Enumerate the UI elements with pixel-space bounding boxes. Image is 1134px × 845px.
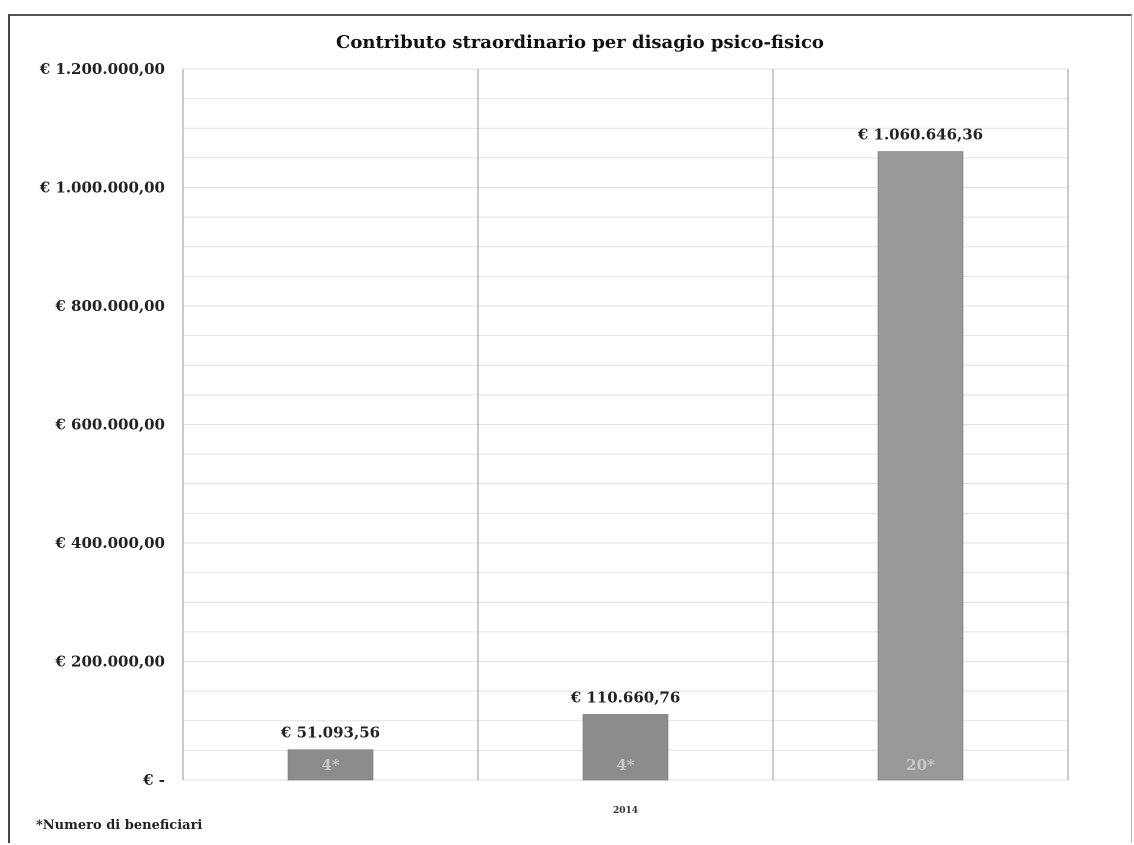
data-labels: € 51.093,56 4* € 110.660,76 4* € 1.060.646,3… [280, 126, 983, 774]
y-tick-label: € 200.000,00 [54, 653, 165, 671]
footnote: *Numero di beneficiari [36, 818, 203, 833]
chart-title: Contributo straordinario per disagio psi… [336, 32, 824, 53]
data-label: € 1.060.646,36 [857, 126, 983, 144]
y-axis-ticks: € - € 200.000,00 € 400.000,00 € 600.000,00 €… [39, 60, 165, 789]
y-tick-label: € 600.000,00 [54, 416, 165, 434]
bar [877, 151, 964, 781]
y-tick-label: € 400.000,00 [54, 534, 165, 552]
data-label: € 51.093,56 [280, 724, 380, 742]
y-tick-label: € 1.200.000,00 [39, 60, 165, 78]
y-tick-label: € - [142, 771, 165, 789]
chart-frame [8, 14, 1132, 843]
y-tick-label: € 800.000,00 [54, 297, 165, 315]
x-axis-ticks: 2014 [613, 806, 638, 816]
beneficiaries-label: 4* [321, 756, 339, 774]
category-dividers [182, 69, 1069, 780]
bar [287, 749, 374, 781]
bar [582, 714, 669, 781]
bars [287, 151, 964, 781]
beneficiaries-label: 4* [616, 756, 634, 774]
y-tick-label: € 1.000.000,00 [39, 179, 165, 197]
data-label: € 110.660,76 [570, 688, 681, 706]
x-tick-label: 2014 [613, 806, 638, 816]
beneficiaries-label: 20* [906, 756, 935, 774]
